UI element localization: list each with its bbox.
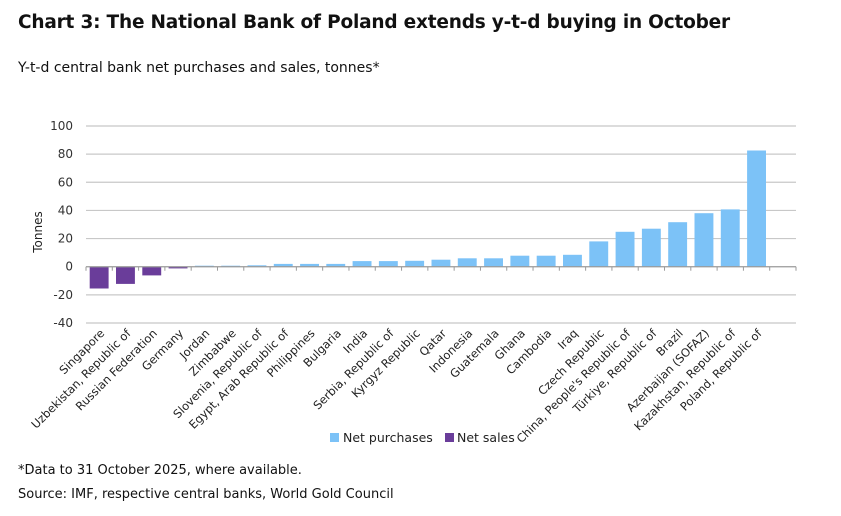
bar-egypt-arab-republic-of <box>273 263 293 267</box>
y-tick-label: -20 <box>53 288 73 302</box>
legend-swatch-net-sales <box>445 433 454 442</box>
y-tick-label: 0 <box>65 260 73 274</box>
bar-serbia-republic-of <box>378 261 398 267</box>
bar-czech-republic <box>589 241 609 267</box>
bar-cambodia <box>536 255 556 267</box>
legend-swatch-net-purchases <box>330 433 339 442</box>
y-axis-ticks: 100 80 60 40 20 0 -20 -40 <box>50 119 73 330</box>
y-tick-label: 20 <box>58 232 73 246</box>
y-tick-label: 80 <box>58 147 73 161</box>
y-tick-label: -40 <box>53 316 73 330</box>
bar-brazil <box>668 222 688 267</box>
bar-ghana <box>510 255 530 267</box>
y-tick-label: 60 <box>58 175 73 189</box>
bar-philippines <box>300 263 319 267</box>
y-tick-label: 40 <box>58 203 73 217</box>
chart-subtitle: Y-t-d central bank net purchases and sal… <box>18 60 380 76</box>
bar-kyrgyz-republic <box>405 260 425 267</box>
bar-slovenia-republic-of <box>247 265 267 267</box>
y-axis-label: Tonnes <box>31 211 45 253</box>
x-axis <box>85 266 797 271</box>
bar-bulgaria <box>326 263 346 267</box>
bars <box>89 150 766 289</box>
source-note: Source: IMF, respective central banks, W… <box>18 487 394 502</box>
legend-label-net-purchases: Net purchases <box>343 430 433 445</box>
gridlines <box>86 125 796 324</box>
bar-india <box>352 261 372 267</box>
bar-kazakhstan-republic-of <box>720 209 740 267</box>
legend-label-net-sales: Net sales <box>457 430 515 445</box>
legend: Net purchases Net sales <box>330 430 515 445</box>
bar-azerbaijan-sofaz <box>694 213 714 267</box>
bar-singapore <box>89 266 109 289</box>
bar-iraq <box>563 254 582 267</box>
chart-title: Chart 3: The National Bank of Poland ext… <box>18 12 730 33</box>
bar-russian-federation <box>142 266 162 276</box>
bar-uzbekistan-republic-of <box>116 266 135 284</box>
bar-guatemala <box>484 258 503 267</box>
bar-germany <box>168 266 188 269</box>
footnote: *Data to 31 October 2025, where availabl… <box>18 463 302 478</box>
bar-china-people-s-republic-of <box>615 231 635 267</box>
y-tick-label: 100 <box>50 119 73 133</box>
bar-t-rkiye-republic-of <box>641 228 661 267</box>
bar-qatar <box>431 259 451 267</box>
bar-indonesia <box>457 258 477 267</box>
bar-poland-republic-of <box>747 150 766 267</box>
